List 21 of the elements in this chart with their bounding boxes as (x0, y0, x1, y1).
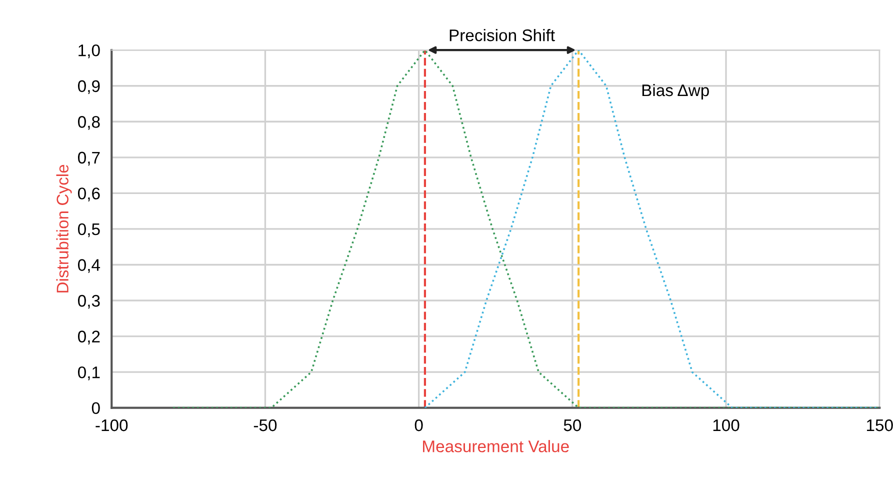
y-tick-label: 1,0 (78, 44, 100, 58)
y-tick-label: 0,2 (78, 330, 100, 344)
y-tick-label: 0,1 (78, 366, 100, 380)
y-tick-label: 0,3 (78, 294, 100, 309)
x-tick-label: 0 (414, 419, 423, 432)
y-tick-label: 0 (92, 402, 100, 414)
y-tick-label: 0,9 (78, 80, 100, 94)
y-tick-label: 0,4 (78, 259, 100, 273)
x-tick-label: 100 (713, 419, 740, 432)
text: Precision Shift (450, 28, 555, 42)
y-axis-title: Distrubition Cycle (56, 164, 72, 292)
y-tick-label: 0,6 (78, 188, 100, 202)
annotation: Bias Δwp (642, 84, 709, 100)
x-tick-label: 150 (866, 419, 893, 432)
x-tick-label: -50 (254, 419, 277, 432)
x-tick-label: 50 (564, 419, 582, 432)
y-tick-label: 0,5 (78, 223, 100, 238)
y-tick-label: 0,8 (78, 116, 100, 130)
x-tick-label: -100 (96, 419, 128, 432)
y-tick-label: 0,7 (78, 152, 100, 166)
x-axis-title: Measurement Value (423, 440, 569, 452)
